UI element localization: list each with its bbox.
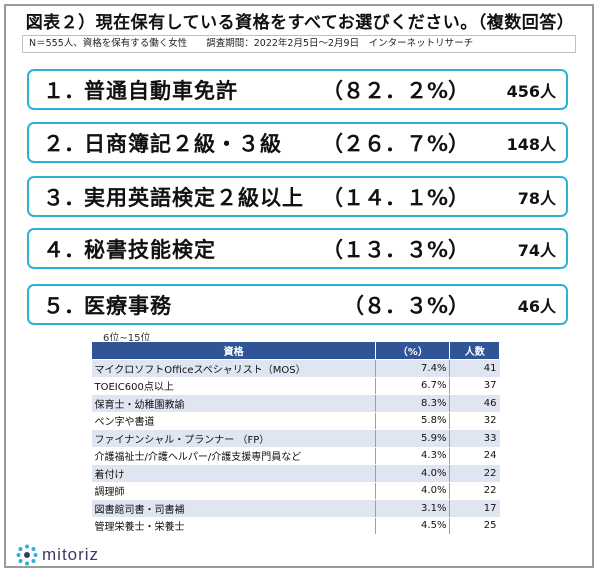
rank-count: 46人 [517,296,556,316]
qualification-cell: ファイナンシャル・プランナー （FP） [91,429,377,448]
percent-cell: 7.4% [375,359,451,378]
count-cell: 22 [449,482,500,500]
rank-number: ３． [43,185,85,210]
rank-label: 医療事務 [84,293,172,318]
table-caption: 6位~15位 [103,333,151,344]
header-qualification: 資格 [90,341,377,360]
rank-count: 148人 [506,134,556,154]
rank-percent: （８２．２%） [321,78,469,103]
count-cell: 37 [449,377,500,395]
rank-percent: （１３．３%） [321,237,469,262]
rank-label: 実用英語検定２級以上 [84,185,304,210]
qualification-cell: 調理師 [91,482,377,500]
rank-percent: （８．３%） [342,293,469,318]
rank-count: 456人 [506,81,556,101]
table-row: 管理栄養士・栄養士 4.5% 25 [91,517,500,535]
survey-note: N＝555人、資格を保有する働く女性 調査期間：2022年2月5日～2月9日 イ… [22,35,576,53]
table-header-row: 資格 （%） 人数 [90,341,500,360]
rank-number: １． [43,78,85,103]
percent-cell: 5.9% [375,429,451,448]
rank-box: １． 普通自動車免許 （８２．２%） 456人 [27,69,568,110]
qualification-cell: 着付け [91,464,377,483]
count-cell: 33 [449,429,500,448]
figure-frame [4,4,594,568]
rank-label: 普通自動車免許 [84,78,238,103]
table-row: マイクロソフトOfficeスペシャリスト（MOS） 7.4% 41 [91,359,500,378]
percent-cell: 4.5% [375,517,451,535]
rank-box: ４． 秘書技能検定 （１３．３%） 74人 [27,228,568,269]
header-percent: （%） [375,341,451,360]
rank-number: ２． [43,131,85,156]
count-cell: 25 [449,517,500,535]
qualification-cell: TOEIC600点以上 [91,377,377,395]
rank-label: 日商簿記２級・３級 [84,131,282,156]
rank-label: 秘書技能検定 [84,237,216,262]
table-row: 着付け 4.0% 22 [91,464,500,483]
rank-number: ４． [43,237,85,262]
table-row: ファイナンシャル・プランナー （FP） 5.9% 33 [91,429,500,448]
percent-cell: 4.3% [375,447,451,465]
mitoriz-logo-dots-icon [16,544,38,566]
table-row: 調理師 4.0% 22 [91,482,500,500]
qualification-cell: 管理栄養士・栄養士 [91,517,377,535]
rank-number: ５． [43,293,85,318]
logo-wordmark: mitoriz [42,545,100,564]
count-cell: 22 [449,464,500,483]
count-cell: 17 [449,499,500,518]
qualification-cell: 図書館司書・司書補 [91,499,377,518]
count-cell: 46 [449,394,500,413]
ranks-6-15-table: 資格 （%） 人数 マイクロソフトOfficeスペシャリスト（MOS） 7.4% 4… [90,341,500,535]
rank-percent: （２６．７%） [321,131,469,156]
rank-count: 74人 [517,240,556,260]
percent-cell: 5.8% [375,412,451,430]
count-cell: 41 [449,359,500,378]
qualification-cell: 保育士・幼稚園教諭 [91,394,377,413]
table-body: マイクロソフトOfficeスペシャリスト（MOS） 7.4% 41 TOEIC600点… [91,359,500,535]
percent-cell: 4.0% [375,464,451,483]
count-cell: 24 [449,447,500,465]
rank-box: ３． 実用英語検定２級以上 （１４．１%） 78人 [27,176,568,217]
table-row: 図書館司書・司書補 3.1% 17 [91,499,500,518]
table-row: 保育士・幼稚園教諭 8.3% 46 [91,394,500,413]
qualification-cell: ペン字や書道 [91,412,377,430]
percent-cell: 4.0% [375,482,451,500]
mitoriz-logo: mitoriz [16,544,99,566]
qualification-cell: 介護福祉士/介護ヘルパー/介護支援専門員など [91,447,377,465]
percent-cell: 8.3% [375,394,451,413]
rank-count: 78人 [517,188,556,208]
percent-cell: 6.7% [375,377,451,395]
table-row: TOEIC600点以上 6.7% 37 [91,377,500,395]
table-row: ペン字や書道 5.8% 32 [91,412,500,430]
percent-cell: 3.1% [375,499,451,518]
figure-title: 図表２）現在保有している資格をすべてお選びください。（複数回答） [25,13,575,33]
rank-box: ５． 医療事務 （８．３%） 46人 [27,284,568,325]
qualification-cell: マイクロソフトOfficeスペシャリスト（MOS） [91,359,377,378]
rank-percent: （１４．１%） [321,185,469,210]
rank-box: ２． 日商簿記２級・３級 （２６．７%） 148人 [27,122,568,163]
header-count: 人数 [449,341,500,360]
table-row: 介護福祉士/介護ヘルパー/介護支援専門員など 4.3% 24 [91,447,500,465]
count-cell: 32 [449,412,500,430]
